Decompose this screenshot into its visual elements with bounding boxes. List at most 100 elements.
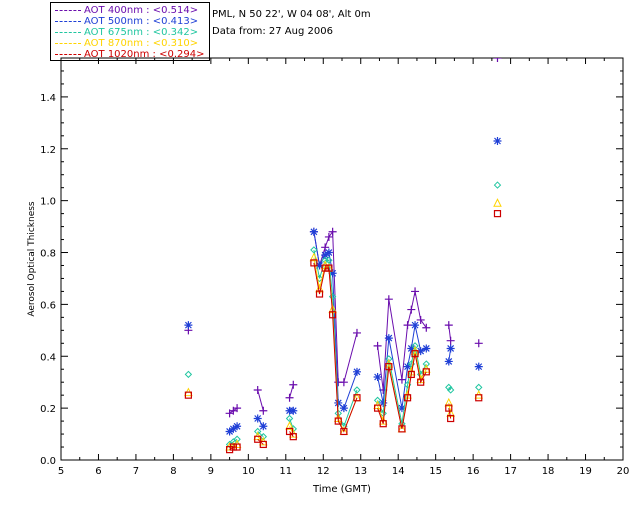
point-aot-400nm xyxy=(373,341,382,350)
point-aot-675nm xyxy=(253,427,262,436)
point-aot-675nm xyxy=(411,342,419,350)
point-aot-870nm xyxy=(285,421,294,430)
y-tick-label: 0.2 xyxy=(40,404,56,415)
x-tick-label: 5 xyxy=(58,466,64,477)
x-tick-label: 15 xyxy=(429,466,442,477)
point-aot-500nm xyxy=(229,424,238,433)
point-aot-675nm xyxy=(373,396,382,405)
series-line-aot-675nm xyxy=(448,387,452,391)
x-tick-label: 13 xyxy=(354,466,367,477)
y-tick-label: 0.6 xyxy=(40,300,56,311)
point-aot-675nm xyxy=(259,432,268,441)
point-aot-500nm xyxy=(225,427,234,436)
point-aot-1020nm xyxy=(379,420,387,428)
point-aot-400nm xyxy=(407,305,416,314)
point-aot-400nm xyxy=(493,58,502,62)
point-aot-500nm xyxy=(309,227,318,236)
point-aot-400nm xyxy=(321,243,330,252)
series-line-aot-1020nm xyxy=(448,408,452,419)
point-aot-500nm xyxy=(422,344,431,353)
point-aot-500nm xyxy=(403,362,412,371)
point-aot-1020nm xyxy=(254,435,262,443)
point-aot-1020nm xyxy=(445,404,453,412)
point-aot-400nm xyxy=(474,339,483,348)
point-aot-500nm xyxy=(446,344,455,353)
x-tick-label: 17 xyxy=(504,466,517,477)
point-aot-400nm xyxy=(397,375,406,384)
point-aot-400nm xyxy=(339,378,348,387)
series-line-aot-400nm xyxy=(257,389,264,411)
legend-item-500: AOT 500nm : <0.413> xyxy=(55,16,198,27)
point-aot-400nm xyxy=(285,393,294,402)
date-info: Data from: 27 Aug 2006 xyxy=(212,26,333,37)
point-aot-1020nm xyxy=(407,370,415,379)
x-tick-label: 8 xyxy=(170,466,176,477)
point-aot-870nm xyxy=(444,397,454,407)
plot-frame xyxy=(60,57,624,461)
point-aot-500nm xyxy=(328,269,337,278)
x-tick-label: 9 xyxy=(208,466,214,477)
point-aot-1020nm xyxy=(259,440,267,449)
point-aot-400nm xyxy=(422,323,431,332)
point-aot-1020nm xyxy=(184,391,192,399)
series-line-aot-1020nm xyxy=(377,353,427,429)
y-tick-label: 0.4 xyxy=(40,352,56,363)
x-tick-label: 11 xyxy=(279,466,292,477)
point-aot-675nm xyxy=(184,370,193,379)
point-aot-400nm xyxy=(328,227,337,236)
legend-label-400: AOT 400nm : <0.514> xyxy=(84,5,199,16)
point-aot-675nm xyxy=(385,355,393,363)
series-line-aot-675nm xyxy=(377,345,427,424)
point-aot-500nm xyxy=(384,334,393,343)
legend: AOT 400nm : <0.514> AOT 500nm : <0.413> … xyxy=(50,2,210,61)
legend-swatch-500 xyxy=(55,20,81,22)
x-tick-label: 6 xyxy=(95,466,101,477)
x-tick-label: 20 xyxy=(617,466,630,477)
point-aot-1020nm xyxy=(233,443,241,451)
point-aot-400nm xyxy=(324,232,333,241)
series-line-aot-675nm xyxy=(257,431,264,438)
point-aot-400nm xyxy=(259,406,268,415)
point-aot-400nm xyxy=(444,321,453,330)
point-aot-500nm xyxy=(352,367,361,376)
point-aot-400nm xyxy=(289,380,298,389)
point-aot-1020nm xyxy=(373,404,382,412)
point-aot-400nm xyxy=(352,328,361,337)
point-aot-675nm xyxy=(493,181,502,189)
legend-swatch-675 xyxy=(55,31,81,33)
point-aot-500nm xyxy=(493,136,502,145)
point-aot-500nm xyxy=(379,398,388,407)
point-aot-1020nm xyxy=(285,427,294,436)
point-aot-500nm xyxy=(253,414,262,423)
point-aot-1020nm xyxy=(325,264,333,272)
point-aot-500nm xyxy=(321,251,330,260)
point-aot-400nm xyxy=(411,287,420,296)
point-aot-500nm xyxy=(233,422,242,431)
legend-swatch-870 xyxy=(55,42,81,44)
legend-swatch-400 xyxy=(55,9,81,11)
x-tick-label: 18 xyxy=(542,466,555,477)
point-aot-400nm xyxy=(446,336,455,345)
legend-label-870: AOT 870nm : <0.310> xyxy=(84,38,199,49)
point-aot-500nm xyxy=(416,347,425,356)
legend-swatch-1020 xyxy=(55,53,81,55)
x-tick-label: 10 xyxy=(242,466,255,477)
point-aot-400nm xyxy=(416,315,425,324)
point-aot-500nm xyxy=(315,261,324,270)
point-aot-500nm xyxy=(339,404,348,413)
series-line-aot-1020nm xyxy=(313,262,358,433)
point-aot-1020nm xyxy=(422,368,430,376)
point-aot-1020nm xyxy=(229,443,237,451)
point-aot-500nm xyxy=(474,362,483,371)
point-aot-1020nm xyxy=(475,394,483,402)
y-axis-title: Aerosol Optical Thickness xyxy=(27,201,37,317)
point-aot-1020nm xyxy=(417,378,425,386)
point-aot-500nm xyxy=(411,321,420,330)
point-aot-1020nm xyxy=(398,425,406,433)
legend-item-675: AOT 675nm : <0.342> xyxy=(55,27,198,38)
point-aot-1020nm xyxy=(329,311,337,319)
point-aot-675nm xyxy=(445,383,453,392)
point-aot-500nm xyxy=(184,321,193,330)
legend-label-500: AOT 500nm : <0.413> xyxy=(84,16,199,27)
